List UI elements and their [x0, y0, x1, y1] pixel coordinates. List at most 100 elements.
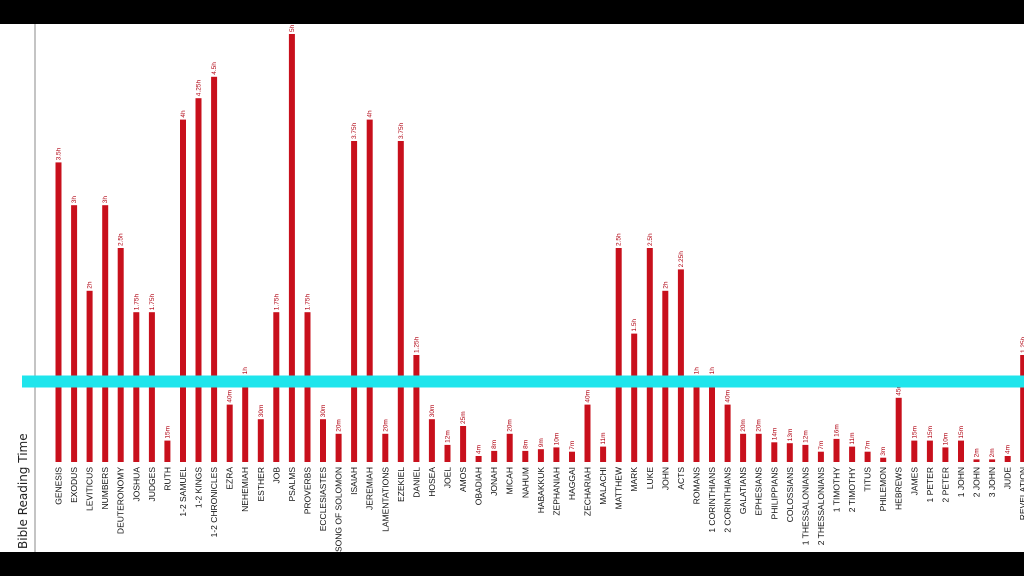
- category-label: AMOS: [458, 467, 468, 492]
- category-label: JOEL: [443, 467, 453, 489]
- category-label: 1 JOHN: [956, 467, 966, 497]
- data-label: 1h: [242, 367, 249, 375]
- data-label: 20m: [740, 419, 747, 432]
- category-label: 1 TIMOTHY: [832, 467, 842, 513]
- data-label: 4.25h: [196, 80, 203, 97]
- category-label: MALACHI: [598, 467, 608, 505]
- category-label: MATTHEW: [614, 467, 624, 509]
- data-label: 7m: [569, 441, 576, 450]
- data-label: 1h: [709, 367, 716, 375]
- data-label: 8m: [522, 440, 529, 449]
- data-label: 30m: [320, 405, 327, 418]
- data-label: 15m: [927, 426, 934, 439]
- category-label: JUDE: [1003, 467, 1013, 490]
- data-labels-group: 3.5h 3h 2h 3h 2.5h 1.75h 1.75h 15m 4h 4.25h 4.5h 40…: [56, 24, 1024, 457]
- bar-nehemiah: [242, 376, 249, 462]
- category-label: TITUS: [863, 467, 873, 492]
- category-label: MARK: [629, 467, 639, 492]
- category-label: NUMBERS: [100, 467, 110, 510]
- bar-philemon: [880, 457, 887, 462]
- data-label: 15m: [911, 426, 918, 439]
- bar-2-peter: [942, 447, 949, 462]
- y-axis-label: Bible Reading Time: [16, 433, 30, 549]
- data-label: 7m: [818, 441, 825, 450]
- data-label: 11m: [849, 432, 856, 444]
- data-label: 13m: [787, 429, 794, 442]
- data-label: 15m: [164, 426, 171, 439]
- category-label: JONAH: [489, 467, 499, 496]
- category-label: NEHEMIAH: [240, 467, 250, 512]
- data-label: 8m: [491, 440, 498, 449]
- category-label: PROVERBS: [303, 467, 313, 515]
- bar-acts: [677, 269, 684, 462]
- category-label: 1 PETER: [925, 467, 935, 502]
- data-label: 2.5h: [647, 233, 654, 246]
- bar-1-2-samuel: [180, 119, 186, 462]
- data-label: 3.75h: [398, 122, 405, 139]
- bar-isaiah: [351, 141, 358, 462]
- category-label: REVELATION: [1018, 467, 1024, 520]
- data-label: 2m: [974, 448, 981, 457]
- data-label: 1.75h: [273, 294, 280, 311]
- category-label: RUTH: [162, 467, 172, 491]
- category-label: 3 JOHN: [987, 467, 997, 497]
- bar-jeremiah: [366, 119, 373, 462]
- bar-2-corinthians: [724, 404, 731, 462]
- bar-revelation: [1020, 355, 1024, 462]
- bar-1-timothy: [833, 438, 840, 462]
- data-label: 11m: [600, 432, 607, 444]
- bar-amos: [460, 426, 467, 462]
- data-label: 2.25h: [678, 251, 685, 268]
- bar-ezra: [226, 404, 233, 462]
- category-label: JOSHUA: [131, 467, 141, 502]
- category-label: EPHESIANS: [754, 467, 764, 516]
- data-label: 3m: [880, 447, 887, 456]
- bars-group: [55, 34, 1024, 463]
- bar-philippians: [771, 442, 778, 462]
- category-label: 2 TIMOTHY: [847, 467, 857, 513]
- category-label: NAHUM: [520, 467, 530, 498]
- bar-deuteronomy: [117, 248, 124, 462]
- data-label: 40m: [725, 390, 732, 403]
- category-label: ESTHER: [256, 467, 266, 501]
- category-label: JEREMIAH: [365, 467, 375, 510]
- bar-1-corinthians: [709, 376, 715, 462]
- data-label: 10m: [553, 433, 560, 446]
- data-label: 12m: [445, 430, 452, 443]
- data-label: 1.75h: [133, 294, 140, 311]
- bar-genesis: [55, 162, 62, 462]
- bar-1-2-kings: [195, 98, 202, 462]
- category-label: EXODUS: [69, 467, 79, 503]
- category-label: LAMENTATIONS: [380, 467, 390, 532]
- category-label: OBADIAH: [474, 467, 484, 505]
- category-label: DANIEL: [411, 467, 421, 498]
- bar-2-thessalonians: [817, 451, 824, 462]
- bar-hosea: [428, 419, 435, 462]
- bar-exodus: [71, 205, 78, 462]
- category-label: ROMANS: [692, 467, 702, 505]
- bar-hebrews: [895, 397, 902, 462]
- category-label: HEBREWS: [894, 467, 904, 510]
- category-label: PSALMS: [287, 467, 297, 502]
- category-label: LEVITICUS: [85, 467, 95, 511]
- bar-micah: [506, 433, 513, 462]
- data-label: 25m: [460, 411, 467, 424]
- data-label: 30m: [258, 405, 265, 418]
- data-label: 10m: [942, 433, 949, 446]
- bar-daniel: [413, 355, 420, 462]
- data-label: 4.5h: [211, 62, 218, 75]
- category-label: DEUTERONOMY: [116, 467, 126, 534]
- bar-3-john: [989, 459, 996, 462]
- category-label: 1 CORINTHIANS: [707, 467, 717, 533]
- bar-jonah: [491, 450, 498, 462]
- bar-esther: [257, 419, 264, 462]
- bar-habakkuk: [537, 449, 544, 462]
- category-label: ACTS: [676, 467, 686, 490]
- data-label: 4h: [180, 110, 187, 118]
- bar-chart: Bible Reading Time 3.5h 3h 2h 3h 2.5h 1.75h 1.…: [16, 24, 1024, 552]
- category-label: PHILIPPIANS: [769, 467, 779, 520]
- bar-joel: [444, 444, 451, 462]
- bar-ruth: [164, 440, 171, 462]
- bar-lamentations: [382, 433, 389, 462]
- category-label: EZEKIEL: [396, 467, 406, 502]
